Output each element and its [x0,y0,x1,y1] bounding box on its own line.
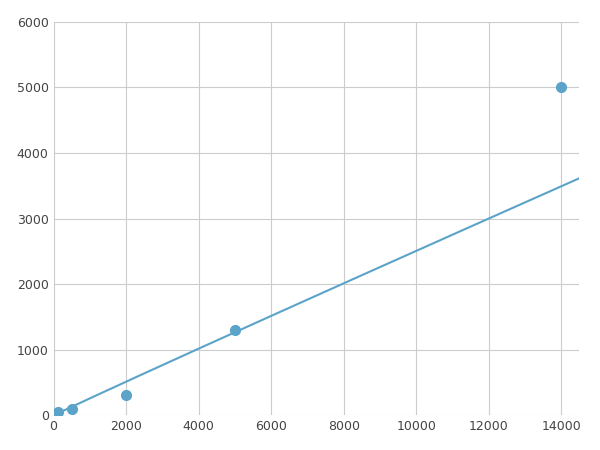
Point [67,405,76,413]
Point [121,392,131,399]
Point [557,84,566,91]
Point [230,327,239,334]
Point [53,409,63,416]
